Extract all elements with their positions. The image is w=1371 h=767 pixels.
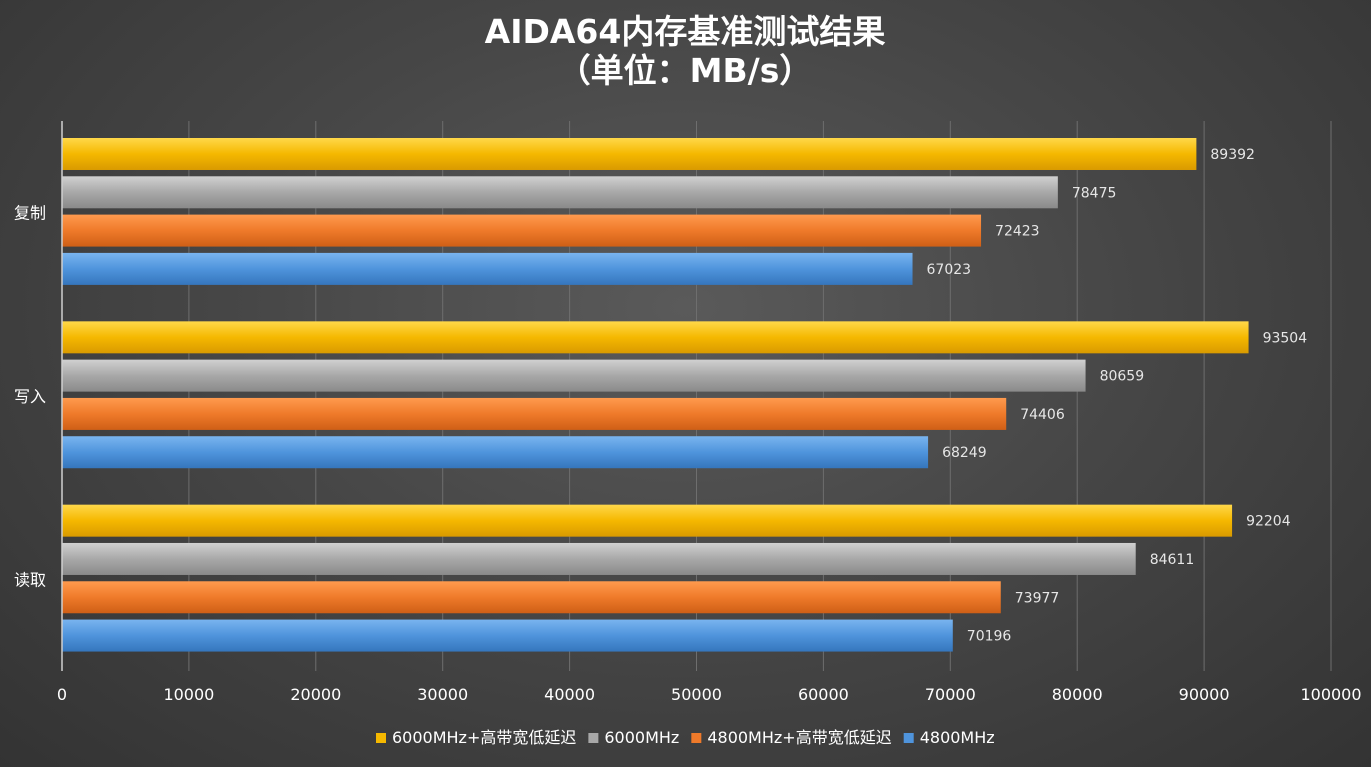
x-tick-label: 90000: [1179, 685, 1230, 704]
data-label: 92204: [1246, 514, 1291, 530]
data-labels: 89392 78475 72423 67023 93504 80659 74406 68249…: [927, 147, 1308, 645]
legend-items: 6000MHz+高带宽低延迟 6000MHz 4800MHz+高带宽低延迟 4800M…: [376, 728, 995, 747]
data-label: 80659: [1100, 369, 1145, 385]
data-label: 73977: [1015, 590, 1060, 606]
x-tick-label: 20000: [290, 685, 341, 704]
legend-swatch: [376, 733, 386, 743]
legend-label: 6000MHz: [604, 728, 679, 747]
x-tick-label: 50000: [671, 685, 722, 704]
data-label: 67023: [927, 262, 972, 278]
data-label: 78475: [1072, 185, 1117, 201]
data-label: 89392: [1210, 147, 1255, 163]
x-tick-label: 0: [57, 685, 67, 704]
x-tick-label: 100000: [1300, 685, 1361, 704]
category-label: 复制: [14, 204, 46, 223]
bar: [62, 252, 913, 285]
axes: 0 10000 20000 30000 40000 50000 60000 70000 8000…: [14, 121, 1362, 704]
bar: [62, 581, 1001, 614]
category-label: 写入: [14, 387, 46, 406]
bar: [62, 619, 953, 652]
chart-title-line-2: （单位：MB/s）: [558, 51, 813, 90]
x-tick-label: 70000: [925, 685, 976, 704]
x-tick-label: 80000: [1052, 685, 1103, 704]
bar: [62, 504, 1233, 537]
legend-label: 6000MHz+高带宽低延迟: [392, 728, 576, 747]
legend-label: 4800MHz: [920, 728, 995, 747]
bar: [62, 214, 982, 247]
bar-series: [62, 138, 1249, 652]
legend-swatch: [588, 733, 599, 743]
bar: [62, 397, 1007, 430]
bar: [62, 138, 1197, 170]
bar: [62, 176, 1058, 209]
legend-swatch: [903, 733, 914, 743]
chart-title-line-1: AIDA64内存基准测试结果: [485, 12, 886, 51]
gridlines: [188, 121, 1332, 671]
bar: [62, 542, 1136, 575]
bar: [62, 321, 1249, 354]
category-label: 读取: [14, 570, 46, 589]
x-tick-label: 30000: [417, 685, 468, 704]
x-tick-label: 60000: [798, 685, 849, 704]
x-tick-label: 40000: [544, 685, 595, 704]
data-label: 93504: [1263, 330, 1308, 346]
x-tick-label: 10000: [163, 685, 214, 704]
data-label: 70196: [967, 629, 1012, 645]
data-label: 84611: [1150, 552, 1195, 568]
bar: [62, 436, 929, 469]
data-label: 74406: [1020, 407, 1065, 423]
legend-swatch: [691, 733, 702, 743]
legend: 6000MHz+高带宽低延迟 6000MHz 4800MHz+高带宽低延迟 4800M…: [376, 728, 995, 747]
data-label: 68249: [942, 445, 987, 461]
legend-label: 4800MHz+高带宽低延迟: [707, 728, 891, 747]
data-label: 72423: [995, 224, 1040, 240]
bar: [62, 359, 1086, 392]
